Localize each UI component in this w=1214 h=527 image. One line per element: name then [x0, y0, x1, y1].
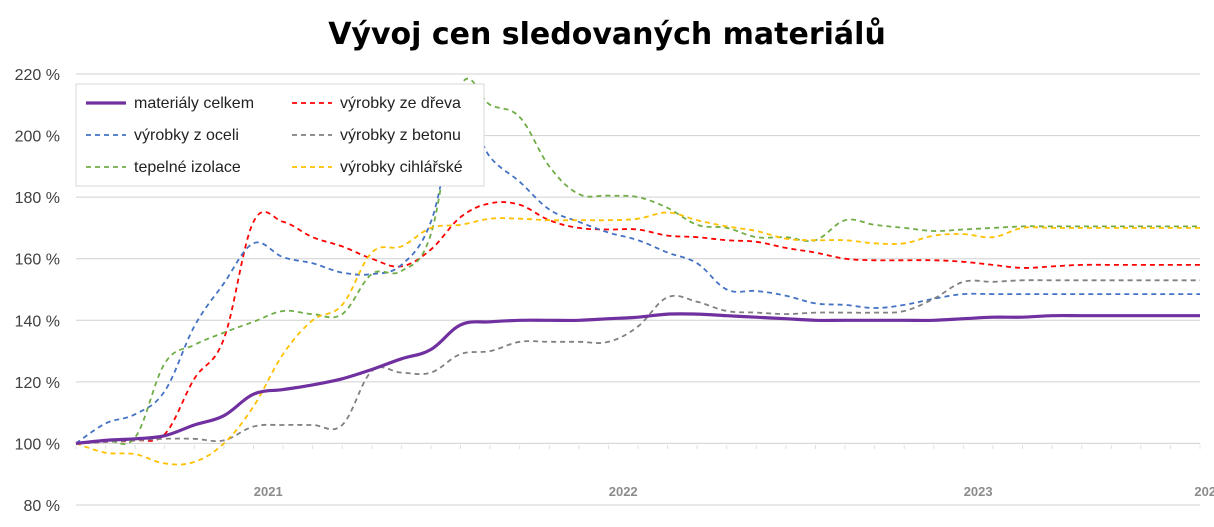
y-tick-label: 80 %: [24, 498, 60, 515]
x-tick-label: 2022: [609, 484, 638, 499]
x-axis-ticks: 2021 2022 2023 2024: [75, 445, 1214, 499]
legend-label: výrobky cihlářské: [340, 159, 463, 176]
y-tick-label: 100 %: [15, 436, 60, 453]
x-tick-label: 2024: [1194, 484, 1214, 499]
y-tick-label: 200 %: [15, 129, 60, 146]
series-line-5: [75, 77, 1200, 445]
legend-label: tepelné izolace: [134, 159, 241, 176]
x-tick-label: 2023: [964, 484, 993, 499]
series-line-4: [75, 279, 1200, 445]
y-tick-label: 220 %: [15, 67, 60, 84]
legend: materiály celkem výrobky ze dřeva výrobky …: [75, 83, 485, 187]
series-line-3: [75, 108, 1200, 445]
chart-title: Vývoj cen sledovaných materiálů: [328, 16, 886, 52]
y-tick-label: 160 %: [15, 252, 60, 269]
legend-label: výrobky ze dřeva: [340, 95, 461, 112]
x-tick-label: 2021: [254, 484, 283, 499]
legend-label: výrobky z oceli: [134, 127, 239, 144]
legend-label: výrobky z betonu: [340, 127, 461, 144]
series-line-6: [75, 211, 1200, 466]
legend-box: [75, 83, 485, 187]
series-lines: [75, 77, 1200, 466]
series-line-2: [75, 201, 1200, 445]
y-tick-label: 180 %: [15, 190, 60, 207]
series-line-1: [75, 312, 1200, 445]
y-axis-ticks: 80 % 100 % 120 % 140 % 160 % 180 % 200 % 220 %: [15, 67, 60, 515]
y-tick-label: 140 %: [15, 313, 60, 330]
legend-label: materiály celkem: [134, 95, 254, 112]
y-tick-label: 120 %: [15, 375, 60, 392]
